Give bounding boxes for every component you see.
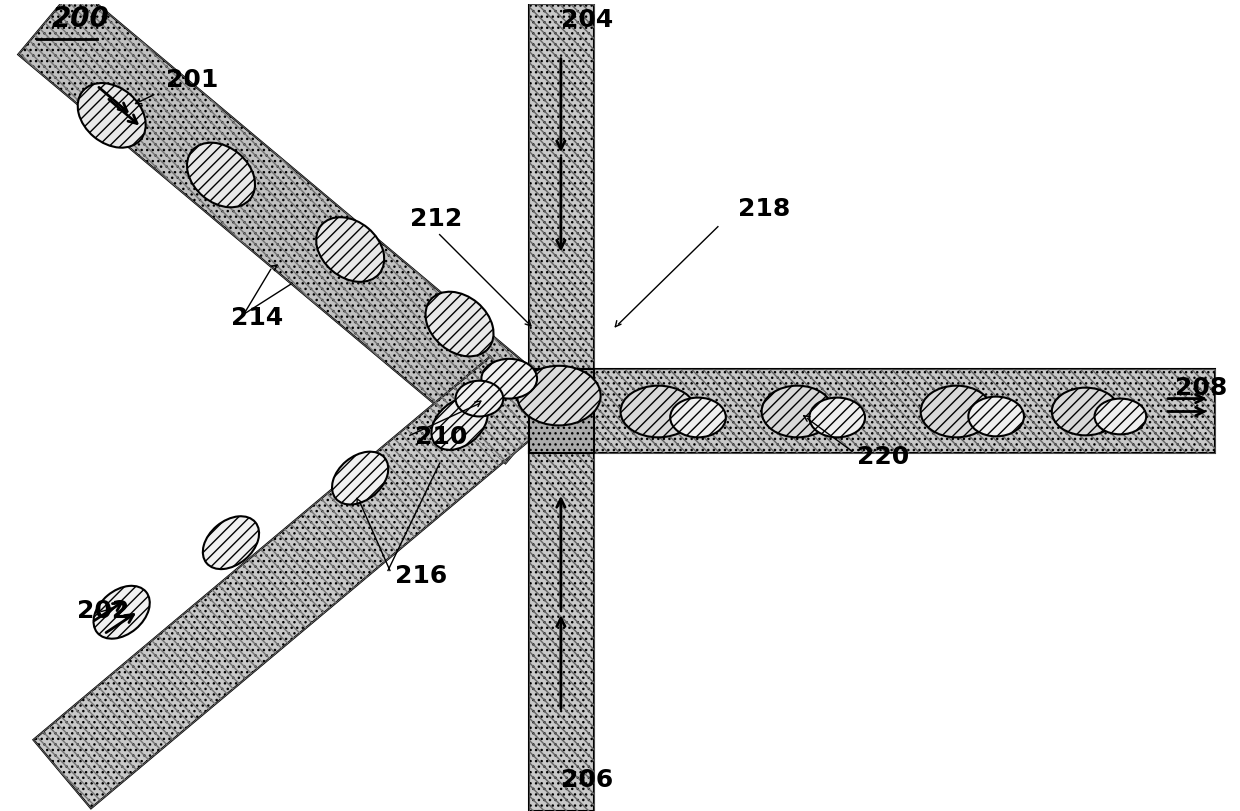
Ellipse shape — [481, 359, 537, 399]
Ellipse shape — [1052, 388, 1120, 436]
Text: 206: 206 — [560, 767, 613, 792]
Text: 200: 200 — [52, 5, 110, 33]
Ellipse shape — [810, 398, 866, 438]
Polygon shape — [33, 357, 548, 809]
Ellipse shape — [93, 586, 150, 639]
Ellipse shape — [761, 386, 833, 438]
Text: 202: 202 — [77, 599, 129, 623]
Ellipse shape — [78, 84, 146, 148]
Ellipse shape — [1095, 399, 1146, 435]
Ellipse shape — [920, 386, 992, 438]
Text: 216: 216 — [394, 564, 448, 588]
Ellipse shape — [517, 367, 600, 426]
Ellipse shape — [316, 218, 384, 282]
Text: 218: 218 — [738, 196, 790, 221]
Text: 201: 201 — [166, 67, 218, 92]
Ellipse shape — [432, 397, 487, 450]
Ellipse shape — [670, 398, 725, 438]
Ellipse shape — [455, 381, 503, 417]
Ellipse shape — [425, 293, 494, 357]
Ellipse shape — [187, 144, 255, 208]
Text: 208: 208 — [1176, 375, 1228, 399]
Polygon shape — [529, 369, 1215, 453]
Text: 210: 210 — [415, 425, 467, 448]
Text: 204: 204 — [560, 8, 613, 32]
Text: 214: 214 — [231, 306, 283, 329]
Polygon shape — [529, 5, 594, 811]
Polygon shape — [529, 369, 594, 453]
Text: 212: 212 — [410, 207, 463, 230]
Ellipse shape — [968, 397, 1024, 437]
Ellipse shape — [332, 452, 388, 505]
Text: 220: 220 — [857, 444, 909, 469]
Ellipse shape — [203, 517, 259, 569]
Polygon shape — [19, 0, 563, 464]
Ellipse shape — [620, 386, 696, 438]
